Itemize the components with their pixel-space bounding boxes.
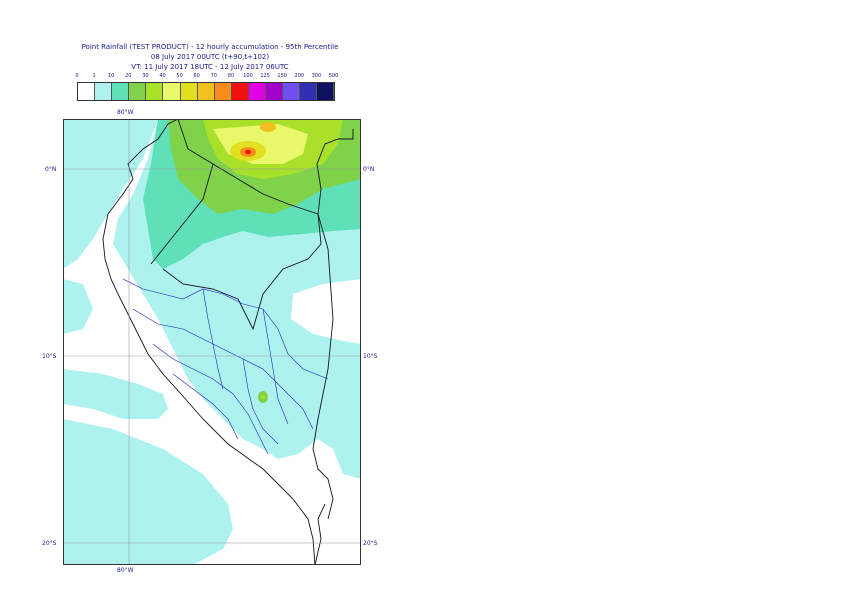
rain-field-ocean-north bbox=[63, 119, 158, 269]
legend-swatch bbox=[300, 83, 318, 100]
legend-swatch bbox=[248, 83, 267, 100]
run-time-label: 08 July 2017 00UTC (t+90,t+102) bbox=[150, 53, 270, 61]
legend-color-bar bbox=[77, 82, 336, 101]
legend-threshold-label: 1 bbox=[92, 73, 96, 79]
rain-field-ocean-far-south bbox=[63, 419, 233, 565]
legend-swatch bbox=[112, 83, 130, 100]
legend-swatch bbox=[231, 83, 249, 100]
legend-threshold-label: 60 bbox=[193, 73, 200, 79]
country-borders bbox=[102, 119, 354, 565]
legend-threshold-label: 70 bbox=[210, 73, 217, 79]
rain-core-west bbox=[260, 122, 276, 132]
map-frame bbox=[63, 119, 361, 565]
legend-swatch bbox=[266, 83, 284, 100]
legend-threshold-label: 0 bbox=[75, 73, 79, 79]
admin-boundaries bbox=[122, 278, 329, 455]
map-title: Point Rainfall (TEST PRODUCT) - 12 hourl… bbox=[81, 43, 339, 51]
legend-swatch bbox=[78, 83, 96, 100]
legend-swatch bbox=[180, 83, 198, 100]
legend-swatch bbox=[163, 83, 181, 100]
legend-swatch bbox=[197, 83, 215, 100]
legend-swatch bbox=[95, 83, 113, 100]
legend-threshold-label: 30 bbox=[142, 73, 149, 79]
legend-swatch bbox=[146, 83, 164, 100]
lat-label-10s-right: 10°S bbox=[363, 353, 378, 360]
rainfall-map bbox=[63, 119, 361, 565]
lat-label-20s-left: 20°S bbox=[42, 540, 57, 547]
legend-threshold-label: 300 bbox=[311, 73, 322, 79]
validity-time-label: VT: 11 July 2017 18UTC - 12 July 2017 06… bbox=[131, 63, 289, 71]
lat-label-0-right: 0°N bbox=[363, 166, 375, 173]
lat-label-0-left: 0°N bbox=[45, 166, 57, 173]
lon-label-top: 80°W bbox=[117, 109, 134, 116]
rain-field-ocean-patch bbox=[63, 279, 93, 334]
legend-swatch bbox=[214, 83, 232, 100]
legend-threshold-label: 80 bbox=[227, 73, 235, 79]
lat-label-10s-left: 10°S bbox=[42, 353, 57, 360]
legend-threshold-label: 200 bbox=[294, 73, 305, 79]
legend-swatch bbox=[283, 83, 301, 100]
legend-threshold-label: 20 bbox=[125, 73, 132, 79]
lat-label-20s-right: 20°S bbox=[363, 540, 378, 547]
legend-threshold-label: 500 bbox=[328, 73, 339, 79]
rain-core-80 bbox=[245, 150, 251, 154]
legend-swatch bbox=[129, 83, 147, 100]
rain-core-inland-mid bbox=[261, 395, 265, 399]
legend-threshold-label: 10 bbox=[108, 73, 115, 79]
legend-threshold-label: 40 bbox=[159, 73, 166, 79]
graticule bbox=[63, 119, 361, 565]
lon-label-bottom: 80°W bbox=[117, 567, 134, 574]
rain-field-ocean-south bbox=[63, 369, 168, 419]
legend-threshold-label: 125 bbox=[260, 73, 270, 79]
legend-threshold-label: 50 bbox=[176, 73, 183, 79]
legend-threshold-label: 150 bbox=[277, 73, 287, 79]
legend-swatch bbox=[317, 83, 335, 100]
legend-threshold-label: 100 bbox=[243, 73, 253, 79]
